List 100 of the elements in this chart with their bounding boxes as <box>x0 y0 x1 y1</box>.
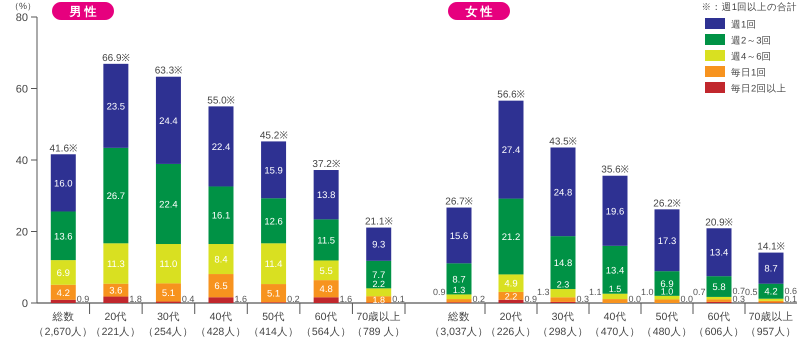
data-label: 17.3 <box>658 236 676 247</box>
data-label: 26.7 <box>106 191 126 202</box>
data-label: 6.9 <box>56 268 70 279</box>
data-label: 1.8 <box>372 294 385 305</box>
data-label: 12.6 <box>264 216 283 228</box>
data-label: 0.0 <box>680 294 694 304</box>
data-label: 13.8 <box>316 190 336 202</box>
x-tick-label: 50代（414人） <box>248 311 299 338</box>
total-label: 20.9※ <box>705 217 733 228</box>
x-tick-label: 総数（2,670人） <box>34 311 93 338</box>
data-label: 11.5 <box>317 235 336 246</box>
data-label: 13.6 <box>54 231 73 242</box>
data-label: 23.5 <box>106 101 126 112</box>
legend-label: 週1回 <box>731 20 756 30</box>
total-label: 43.5※ <box>549 136 577 148</box>
data-label: 8.7 <box>452 274 466 286</box>
data-label: 0.2 <box>287 294 300 304</box>
data-label: 0.7 <box>732 286 746 296</box>
total-label: 35.6※ <box>601 164 629 176</box>
x-tick-label: 40代（470人） <box>590 311 640 338</box>
data-label: 11.0 <box>160 259 178 270</box>
data-label: 1.1 <box>588 287 602 297</box>
x-tick-label: 50代（480人） <box>642 311 692 338</box>
data-label: 8.4 <box>214 254 228 266</box>
data-label: 24.8 <box>554 187 572 198</box>
total-label: 66.9※ <box>102 52 130 64</box>
data-label: 0.2 <box>472 294 486 304</box>
data-label: 0.1 <box>392 294 405 304</box>
data-label: 0.0 <box>628 294 642 304</box>
data-label: 13.4 <box>710 248 728 259</box>
data-label: 4.9 <box>504 278 518 290</box>
data-label: 5.8 <box>712 282 726 294</box>
data-label: 0.9 <box>524 294 538 304</box>
x-tick-label: 40代（428人） <box>196 311 246 338</box>
x-tick-label: 60代（606人） <box>694 311 744 338</box>
total-label: 21.1※ <box>364 216 392 228</box>
data-label: 0.6 <box>784 286 798 296</box>
data-label: 0.3 <box>732 294 746 304</box>
data-label: 4.2 <box>56 288 70 299</box>
data-label: 4.2 <box>764 286 778 298</box>
data-label: 0.9 <box>432 287 446 297</box>
legend-label: 毎日1回 <box>731 66 766 78</box>
x-tick-label: 70歳以上（957人） <box>746 310 796 338</box>
data-label: 11.3 <box>106 258 125 270</box>
text: ※：週1回以上の合計 <box>702 1 797 13</box>
y-tick-label: 80 <box>16 12 28 24</box>
total-label: 37.2※ <box>312 159 340 170</box>
data-label: 1.8 <box>129 294 142 304</box>
data-label: 0.1 <box>784 294 798 304</box>
data-label: 15.6 <box>450 230 468 242</box>
data-label: 1.0 <box>640 287 654 297</box>
chart-title: 女 性 <box>464 4 493 18</box>
data-label: 16.0 <box>54 178 73 190</box>
legend-label: 週4～6回 <box>731 52 772 62</box>
chart-title: 男 性 <box>68 4 97 18</box>
legend-label: 毎日2回以上 <box>731 82 786 94</box>
data-label: 1.0 <box>660 286 674 296</box>
total-label: 26.7※ <box>445 196 473 208</box>
data-label: 0.3 <box>576 294 590 304</box>
data-label: 0.9 <box>76 294 90 304</box>
total-label: 45.2※ <box>260 130 288 142</box>
data-label: 0.4 <box>182 294 194 304</box>
data-label: 19.6 <box>606 206 624 218</box>
data-label: 21.2 <box>502 232 520 244</box>
data-label: 3.6 <box>109 286 122 297</box>
total-label: 63.3※ <box>154 66 182 77</box>
data-label: 0.5 <box>744 287 758 297</box>
y-tick-label: 40 <box>16 155 28 167</box>
total-label: 41.6※ <box>50 143 78 154</box>
data-label: 11.4 <box>264 259 282 270</box>
data-label: 7.7 <box>372 270 386 282</box>
data-label: 5.5 <box>320 266 333 277</box>
data-label: 6.5 <box>214 281 228 292</box>
data-label: 16.1 <box>212 210 230 222</box>
data-label: 1.6 <box>234 294 248 304</box>
x-tick-label: 60代（564人） <box>300 311 352 338</box>
x-tick-label: 30代（254人） <box>143 311 194 338</box>
y-tick-label: 60 <box>16 84 28 96</box>
data-label: 2.3 <box>556 280 570 290</box>
total-label: 26.2※ <box>653 198 681 210</box>
data-label: 13.4 <box>606 265 624 276</box>
total-label: 14.1※ <box>757 242 785 253</box>
data-label: 24.4 <box>159 116 178 127</box>
x-tick-label: 30代（298人） <box>538 311 588 338</box>
data-label: 0.7 <box>692 287 706 297</box>
data-label: 5.1 <box>162 288 176 299</box>
data-label: 5.1 <box>266 288 280 300</box>
y-axis-title: （%） <box>10 1 36 11</box>
y-tick-label: 0 <box>22 298 28 310</box>
data-label: 8.7 <box>764 264 778 275</box>
x-tick-label: 20代（221人） <box>90 311 142 338</box>
y-tick-label: 20 <box>16 226 28 238</box>
data-label: 15.9 <box>264 165 283 176</box>
data-label: 1.5 <box>608 284 622 294</box>
data-label: 9.3 <box>372 240 386 251</box>
data-label: 14.8 <box>554 258 572 270</box>
total-label: 56.6※ <box>497 90 525 101</box>
data-label: 2.2 <box>504 291 518 302</box>
total-label: 55.0※ <box>207 95 235 106</box>
data-label: 22.4 <box>159 199 178 210</box>
